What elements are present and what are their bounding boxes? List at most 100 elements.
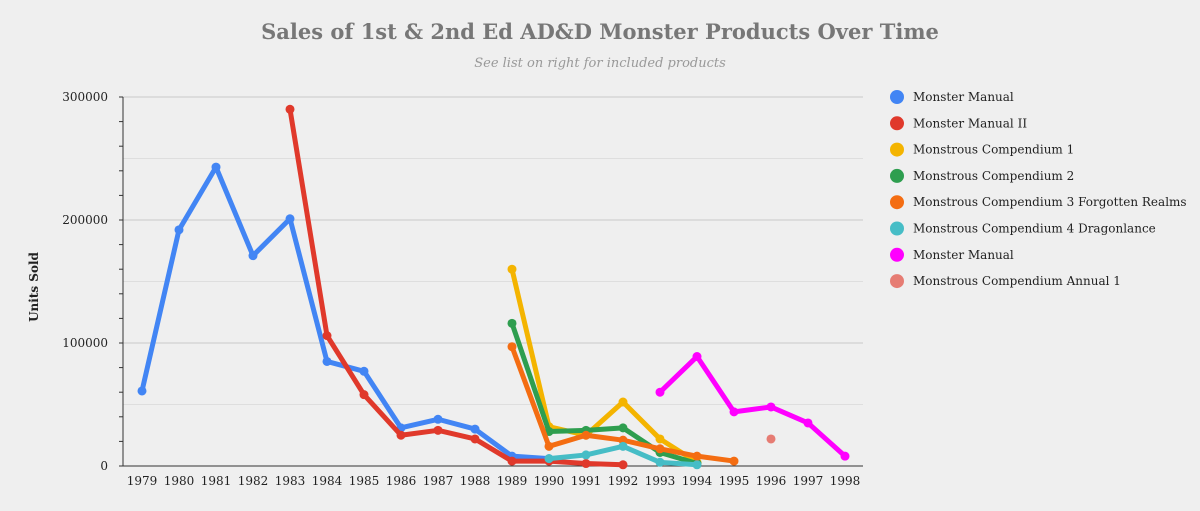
data-point [581,450,591,460]
data-point [285,104,295,114]
legend-marker [890,90,904,104]
y-tick-label: 0 [100,459,108,473]
legend-marker [890,247,904,262]
series-group [655,352,850,461]
legend-item: Monster Manual II [890,116,1027,131]
x-tick-label: 1990 [534,474,565,488]
legend-marker [890,221,904,236]
data-point [618,460,628,470]
x-tick-label: 1981 [201,474,232,488]
series-line [509,320,700,467]
legend-label: Monster Manual [913,248,1014,262]
data-point [396,430,406,440]
data-point [766,402,776,412]
data-point [507,318,517,328]
data-point [211,162,221,172]
x-tick-label: 1986 [386,474,417,488]
legend-marker [890,116,904,131]
data-point [248,251,258,261]
x-tick-label: 1979 [127,474,158,488]
data-point [618,423,628,433]
data-point [655,444,665,454]
x-tick-label: 1998 [830,474,861,488]
x-tick-label: 1997 [793,474,824,488]
data-point [544,454,554,464]
legend-item: Monstrous Compendium 3 Forgotten Realms [890,195,1187,210]
legend-marker [890,142,904,157]
data-point [544,441,554,451]
data-point [470,424,480,434]
data-point [618,435,628,445]
legend-item: Monstrous Compendium 2 [890,168,1074,183]
x-tick-label: 1983 [275,474,306,488]
data-point [507,456,517,466]
x-tick-label: 1996 [756,474,787,488]
data-point [433,414,443,424]
legend-label: Monster Manual [913,90,1014,104]
x-tick-label: 1994 [682,474,713,488]
data-point [322,331,332,341]
data-point [359,366,369,376]
x-tick-label: 1980 [164,474,195,488]
data-point [433,425,443,435]
y-axis-title: Units Sold [27,251,41,321]
data-point [581,459,591,469]
series-group [137,162,554,464]
axes: 0 100000 200000 300000 1979 1980 1981 1982 1983 1… [62,90,863,488]
x-tick-label: 1988 [460,474,491,488]
series-line [287,106,626,468]
legend-marker [890,274,904,289]
series-group [766,434,776,444]
data-point [692,352,702,362]
x-tick-label: 1987 [423,474,454,488]
data-point [840,451,850,461]
data-point [285,214,295,224]
legend-label: Monstrous Compendium Annual 1 [913,274,1121,288]
x-tick-label: 1993 [645,474,676,488]
y-tick-label: 100000 [62,336,108,350]
x-tick-label: 1995 [719,474,750,488]
data-point [470,434,480,444]
y-tick-label: 300000 [62,90,108,104]
data-point [507,342,517,352]
legend: Monster Manual Monster Manual II Monstrous… [890,90,1187,289]
data-point [359,390,369,400]
series-layer [137,104,850,470]
x-tick-label: 1984 [312,474,343,488]
legend-label: Monstrous Compendium 4 Dragonlance [913,222,1156,236]
gridlines [123,96,863,405]
x-tick-label: 1992 [608,474,639,488]
data-point [803,418,813,428]
chart-title: Sales of 1st & 2nd Ed AD&D Monster Produ… [261,19,939,44]
x-tick-label: 1989 [497,474,528,488]
legend-label: Monstrous Compendium 2 [913,169,1074,183]
y-tick-label: 200000 [62,213,108,227]
legend-item: Monster Manual [890,248,1014,262]
data-point [174,225,184,235]
x-tick-label: 1991 [571,474,602,488]
legend-label: Monstrous Compendium 3 Forgotten Realms [913,195,1187,209]
legend-label: Monster Manual II [913,116,1027,130]
data-point [507,264,517,274]
x-tick-label: 1982 [238,474,269,488]
data-point [655,434,665,444]
data-point [729,407,739,417]
data-point [655,457,665,467]
data-point [655,387,665,397]
legend-marker [890,168,904,183]
legend-item: Monstrous Compendium 1 [890,142,1074,157]
data-point [766,434,776,444]
series-line [139,164,552,462]
legend-item: Monstrous Compendium 4 Dragonlance [890,221,1156,236]
data-point [137,386,147,396]
legend-item: Monstrous Compendium Annual 1 [890,274,1121,289]
data-point [618,397,628,407]
legend-item: Monster Manual [890,90,1014,104]
legend-label: Monstrous Compendium 1 [913,143,1074,157]
data-point [692,451,702,461]
series-group [507,342,739,466]
chart-subtitle: See list on right for included products [474,56,726,71]
series-line [657,354,848,459]
x-tick-label: 1985 [349,474,380,488]
